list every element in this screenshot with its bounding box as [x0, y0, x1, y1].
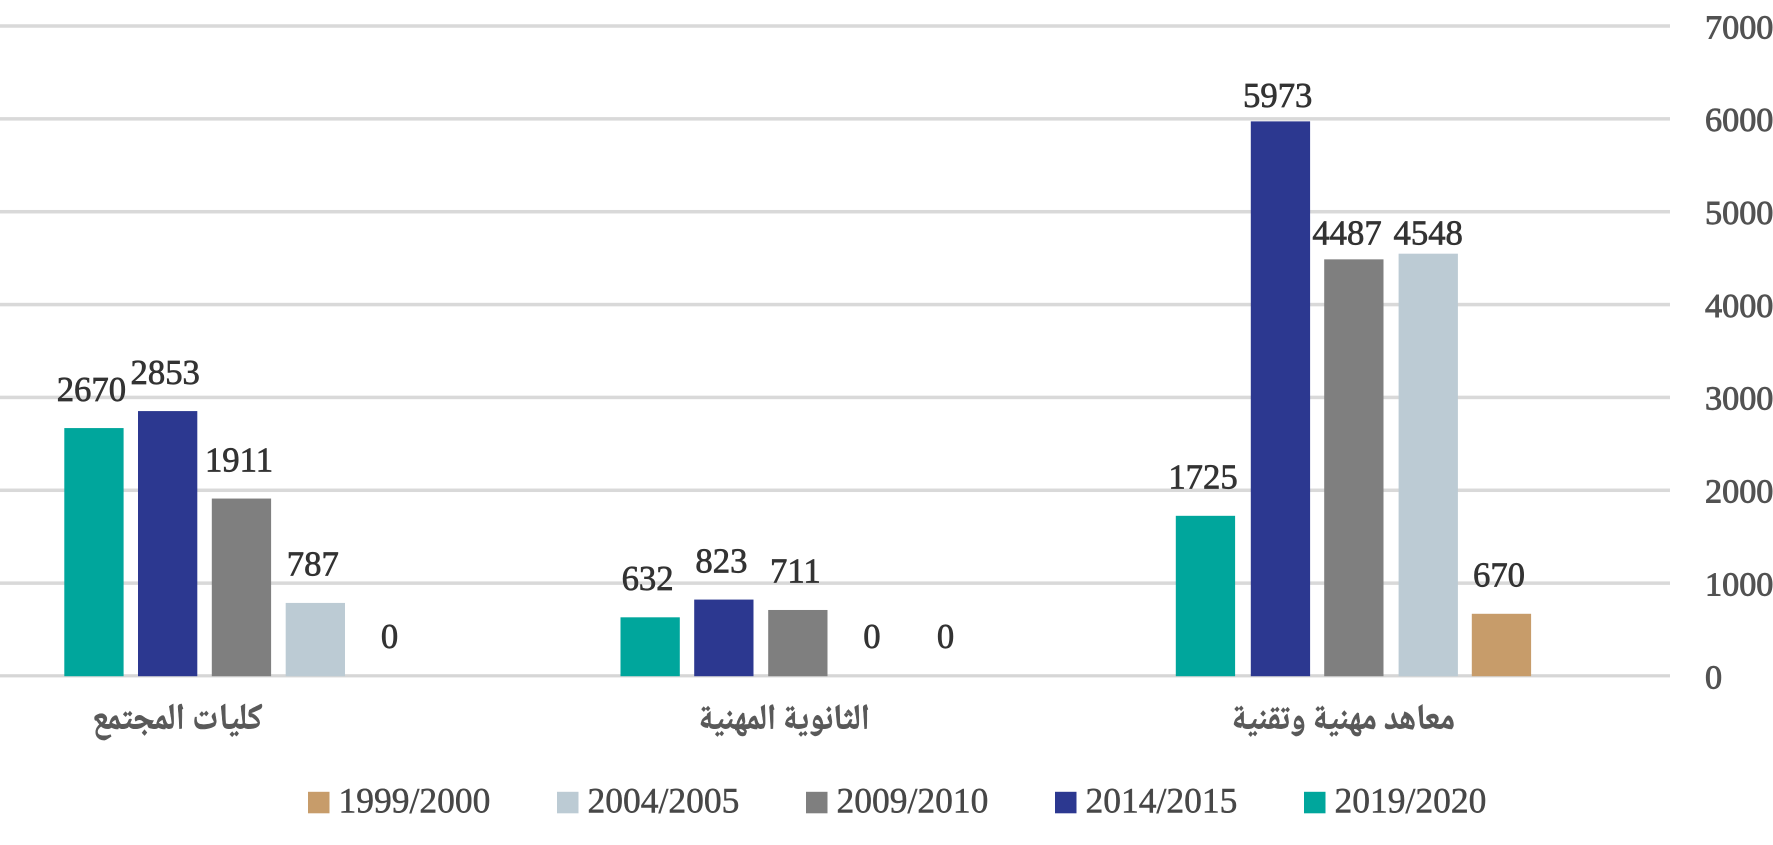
svg-text:0: 0 [937, 617, 954, 656]
svg-text:1000: 1000 [1705, 566, 1773, 603]
svg-text:4548: 4548 [1394, 214, 1463, 253]
svg-text:2019/2020: 2019/2020 [1335, 781, 1487, 821]
svg-text:670: 670 [1473, 556, 1525, 595]
svg-text:2009/2010: 2009/2010 [837, 781, 989, 821]
svg-text:711: 711 [770, 552, 821, 591]
svg-text:787: 787 [287, 545, 339, 584]
svg-text:5973: 5973 [1243, 76, 1312, 115]
svg-text:2853: 2853 [131, 353, 200, 392]
svg-text:0: 0 [863, 617, 880, 656]
svg-text:4000: 4000 [1705, 288, 1773, 325]
svg-text:1911: 1911 [205, 440, 273, 479]
svg-text:1725: 1725 [1168, 458, 1237, 497]
svg-text:823: 823 [695, 541, 747, 580]
svg-text:0: 0 [1705, 659, 1722, 696]
svg-text:2000: 2000 [1705, 474, 1773, 511]
svg-text:0: 0 [381, 617, 398, 656]
svg-text:2004/2005: 2004/2005 [588, 781, 740, 821]
svg-text:7000: 7000 [1705, 9, 1773, 46]
svg-text:2670: 2670 [57, 370, 126, 409]
svg-text:632: 632 [622, 559, 674, 598]
svg-text:3000: 3000 [1705, 381, 1773, 418]
svg-text:6000: 6000 [1705, 102, 1773, 139]
svg-text:2014/2015: 2014/2015 [1086, 781, 1238, 821]
svg-text:5000: 5000 [1705, 195, 1773, 232]
svg-text:1999/2000: 1999/2000 [339, 781, 491, 821]
svg-text:4487: 4487 [1312, 214, 1381, 253]
